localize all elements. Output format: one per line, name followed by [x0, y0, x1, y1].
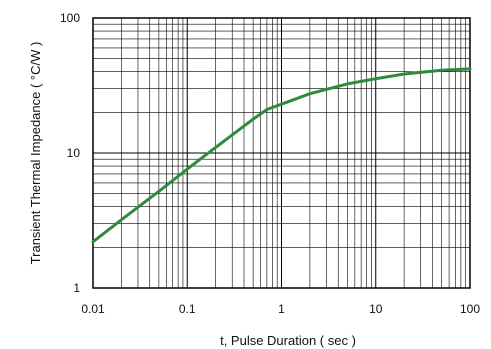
- grid: [93, 18, 470, 288]
- y-axis-label: Transient Thermal Impedance ( °C/W ): [28, 42, 43, 265]
- y-tick-label: 1: [73, 281, 80, 295]
- x-tick-label: 1: [278, 302, 285, 316]
- y-tick-labels: 1 10 100: [60, 11, 80, 295]
- plot-frame: [92, 17, 471, 289]
- x-tick-labels: 0.01 0.1 1 10 100: [81, 302, 480, 316]
- x-tick-label: 0.01: [81, 302, 105, 316]
- y-tick-label: 10: [67, 146, 81, 160]
- series-line: [91, 67, 472, 244]
- y-tick-label: 100: [60, 11, 80, 25]
- x-tick-label: 10: [369, 302, 383, 316]
- x-tick-label: 100: [460, 302, 480, 316]
- x-axis-label: t, Pulse Duration ( sec ): [220, 333, 356, 348]
- x-tick-label: 0.1: [179, 302, 196, 316]
